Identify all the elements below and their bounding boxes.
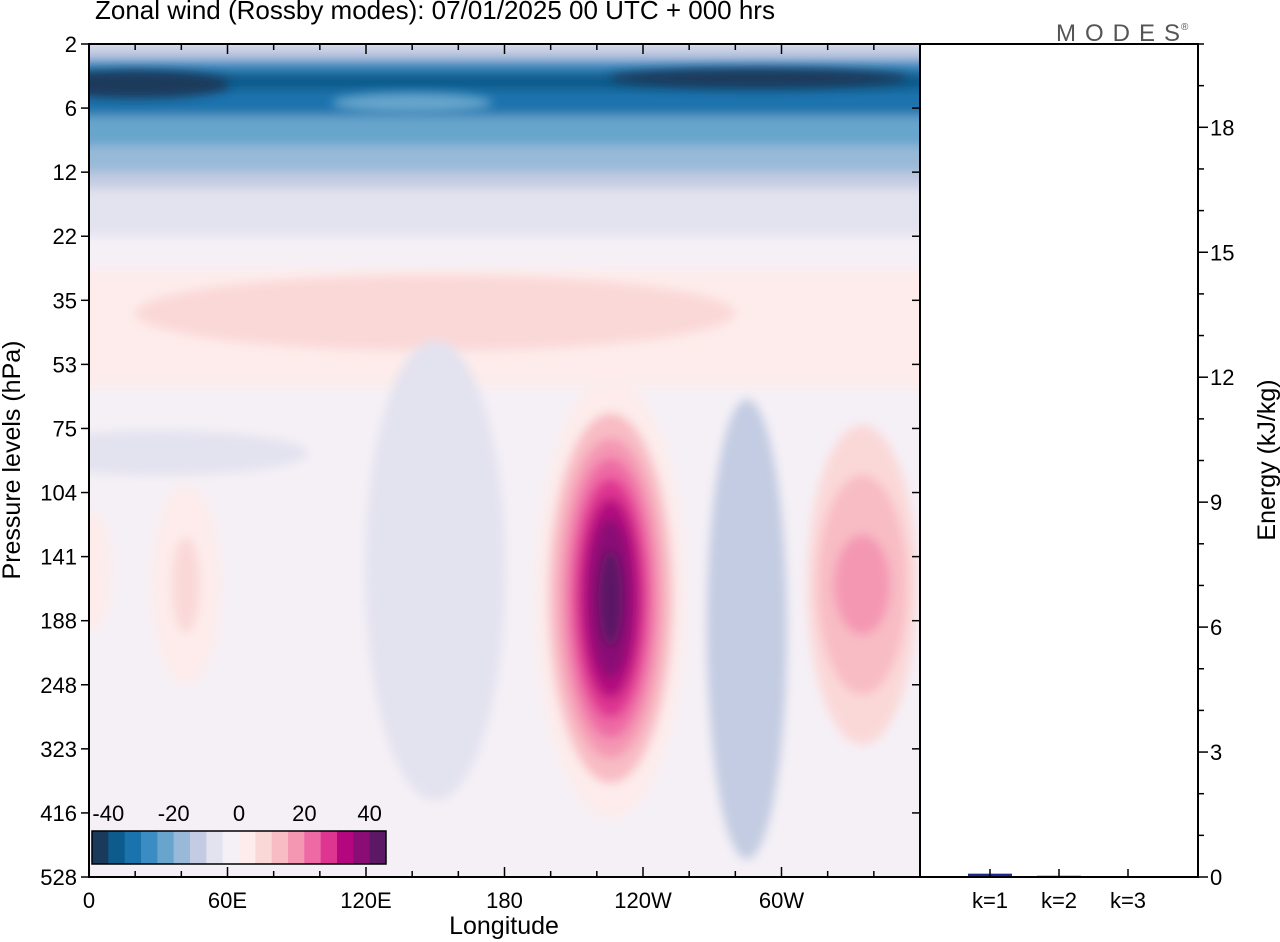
longitude-axis: 0 60E 120E 180 120W 60W (83, 44, 921, 913)
colorbar: -40 -20 0 20 40 (91, 801, 387, 865)
y-tick-label: 323 (40, 737, 77, 762)
wind-contour (89, 510, 112, 631)
energy-tick-label: 18 (1210, 115, 1234, 140)
colorbar-swatch (206, 831, 224, 864)
colorbar-swatch (320, 831, 338, 864)
colorbar-swatch (353, 831, 371, 864)
wind-contour (598, 550, 623, 647)
energy-tick-label: 15 (1210, 240, 1234, 265)
y-axis-title: Pressure levels (hPa) (0, 341, 26, 580)
colorbar-swatch (124, 831, 142, 864)
colorbar-swatch (239, 831, 256, 864)
energy-tick-label: 12 (1210, 365, 1234, 390)
stratosphere-bands (89, 44, 920, 431)
energy-tick-label: 9 (1210, 490, 1222, 515)
band (89, 236, 920, 272)
y-tick-label: 104 (40, 481, 77, 506)
band (89, 188, 920, 211)
band (89, 89, 920, 118)
colorbar-tick-label: 20 (292, 801, 316, 826)
colorbar-swatch (255, 831, 273, 864)
zonal-wind-heatmap (89, 44, 920, 877)
band (89, 115, 920, 148)
colorbar-swatch (222, 831, 240, 864)
energy-category-label: k=1 (972, 888, 1008, 913)
stratosphere-lobes (89, 68, 909, 352)
energy-tick-label: 3 (1210, 740, 1222, 765)
y-tick-label: 53 (53, 352, 77, 377)
colorbar-swatch (108, 831, 126, 864)
band (89, 172, 920, 191)
colorbar-tick-label: 40 (357, 801, 381, 826)
jet-core-east (608, 68, 909, 89)
x-tick-label: 60W (759, 888, 804, 913)
logo-registered-mark: ® (1181, 22, 1189, 33)
pressure-axis: 2 6 12 22 35 53 75 104 141 188 248 323 416 528 (40, 32, 920, 890)
colorbar-swatch (369, 831, 387, 864)
y-tick-label: 188 (40, 609, 77, 634)
y-tick-label: 2 (65, 32, 77, 57)
colorbar-swatch (304, 831, 322, 864)
y-tick-label: 12 (53, 160, 77, 185)
troposphere-blobs (89, 340, 918, 860)
energy-axis-title: Energy (kJ/kg) (1253, 379, 1280, 540)
energy-axis: 0 3 6 9 12 15 18 k=1 k=2 k=3 (972, 43, 1234, 913)
wind-contour (834, 534, 891, 635)
y-tick-label: 6 (65, 96, 77, 121)
jet-break (332, 93, 493, 114)
colorbar-swatch (157, 831, 175, 864)
band (89, 208, 920, 239)
y-tick-label: 248 (40, 673, 77, 698)
x-tick-label: 60E (208, 888, 247, 913)
energy-tick-label: 0 (1210, 865, 1222, 890)
colorbar-swatch (141, 831, 158, 864)
colorbar-tick-label: -40 (92, 801, 124, 826)
y-tick-label: 22 (53, 224, 77, 249)
band (89, 145, 920, 175)
y-tick-label: 141 (40, 545, 77, 570)
band (89, 387, 920, 431)
x-tick-label: 0 (83, 888, 95, 913)
positive-ridge (135, 275, 736, 352)
y-tick-label: 35 (53, 288, 77, 313)
wind-contour (89, 431, 309, 475)
y-tick-label: 528 (40, 865, 77, 890)
colorbar-frame (91, 830, 387, 865)
x-tick-label: 120W (614, 888, 672, 913)
colorbar-swatch (190, 831, 207, 864)
colorbar-swatch (288, 831, 305, 864)
wind-contour (365, 340, 506, 801)
colorbar-swatch (173, 831, 191, 864)
x-tick-label: 180 (486, 888, 523, 913)
colorbar-swatch (92, 831, 109, 864)
y-tick-label: 416 (40, 801, 77, 826)
wind-contour (706, 399, 787, 860)
modes-logo: MODES (1056, 20, 1190, 47)
colorbar-swatch (271, 831, 289, 864)
x-axis-title: Longitude (449, 912, 559, 940)
chart-title: Zonal wind (Rossby modes): 07/01/2025 00… (95, 0, 775, 25)
y-tick-label: 75 (53, 416, 77, 441)
energy-tick-label: 6 (1210, 615, 1222, 640)
colorbar-tick-label: 0 (233, 801, 245, 826)
colorbar-swatch (337, 831, 354, 864)
wind-contour (171, 536, 200, 633)
jet-core-west (89, 70, 231, 99)
energy-frame (919, 43, 1199, 878)
energy-category-label: k=3 (1110, 888, 1146, 913)
x-tick-label: 120E (340, 888, 391, 913)
energy-category-label: k=2 (1041, 888, 1077, 913)
colorbar-tick-label: -20 (158, 801, 190, 826)
